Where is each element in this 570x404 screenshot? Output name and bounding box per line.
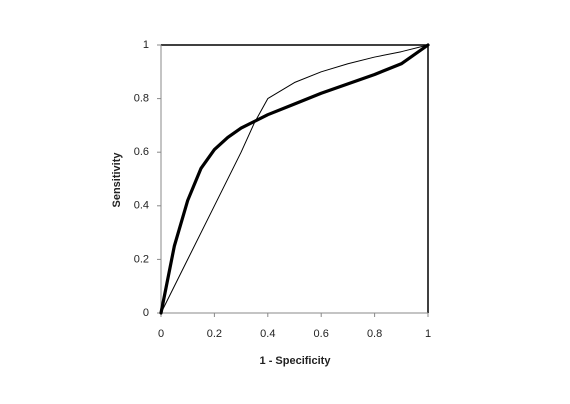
y-tick-label: 0.2 bbox=[134, 253, 149, 265]
roc-curve bbox=[160, 44, 429, 314]
y-tick-label: 0.6 bbox=[134, 146, 149, 158]
x-tick-label: 0 bbox=[158, 328, 164, 340]
x-tick-label: 0.4 bbox=[260, 328, 275, 340]
x-tick-label: 0.8 bbox=[367, 328, 382, 340]
x-axis-title: 1 - Specificity bbox=[260, 355, 332, 367]
roc-curve bbox=[159, 43, 430, 315]
y-tick-label: 0.4 bbox=[134, 200, 149, 212]
x-tick-label: 0.2 bbox=[207, 328, 222, 340]
y-tick-label: 0.8 bbox=[134, 93, 149, 105]
y-tick-label: 1 bbox=[143, 39, 149, 51]
x-tick-label: 0.6 bbox=[314, 328, 329, 340]
x-tick-label: 1 bbox=[425, 328, 431, 340]
y-axis-title: Sensitivity bbox=[111, 152, 123, 208]
y-tick-label: 0 bbox=[143, 307, 149, 319]
